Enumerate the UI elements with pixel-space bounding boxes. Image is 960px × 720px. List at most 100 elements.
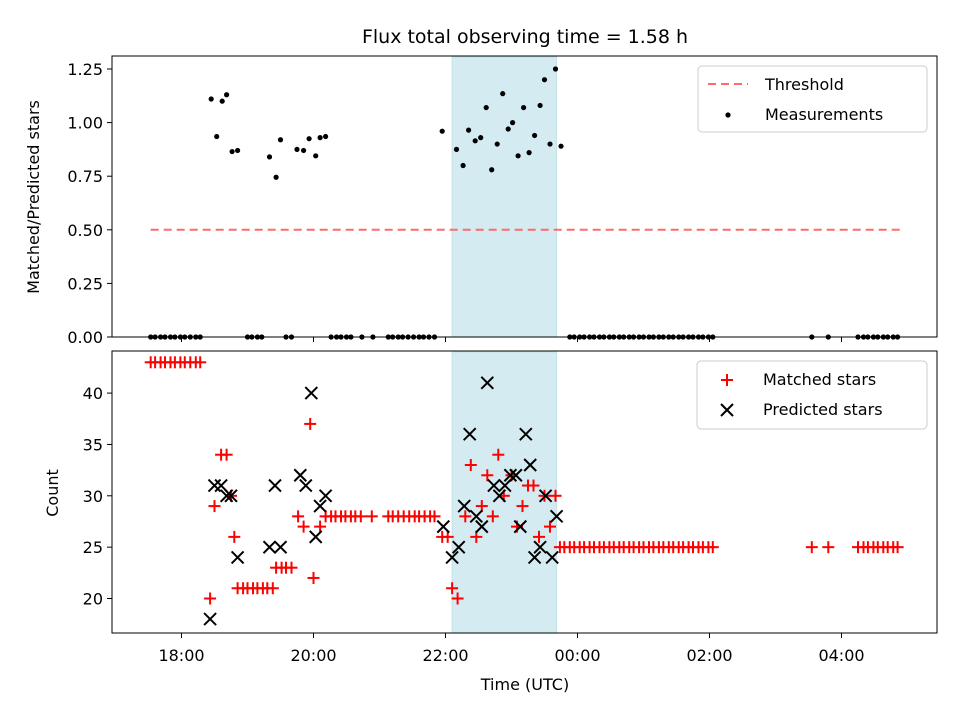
x-stroke-b	[545, 550, 559, 565]
matched-star-point	[492, 448, 505, 461]
matched-star-point	[706, 541, 719, 554]
measurement-point	[214, 133, 220, 140]
measurement-point	[489, 167, 495, 173]
x-stroke-b	[549, 509, 564, 524]
bottom-panel: 20 25 30 35 40 18:00 20:00 22:00 00:00 02:00 04:0…	[43, 350, 938, 694]
x-axis-label: Time (UTC)	[480, 675, 569, 694]
y-tick-label: 0.25	[67, 274, 103, 293]
measurement-point	[273, 174, 279, 180]
matched-star-point	[891, 541, 904, 554]
measurement-points	[148, 66, 901, 340]
matched-star-point	[533, 530, 545, 543]
legend-measurements-swatch	[725, 112, 731, 118]
bottom-y-axis-label: Count	[43, 469, 62, 517]
x-tick-label: 04:00	[818, 646, 864, 665]
predicted-star-point	[523, 458, 537, 472]
measurement-point	[266, 154, 273, 160]
measurement-point	[313, 153, 319, 159]
predicted-star-point	[519, 427, 533, 441]
matched-star-point	[292, 510, 305, 523]
matched-star-point	[354, 510, 367, 523]
x-stroke-b	[519, 427, 533, 441]
measurement-point	[301, 147, 307, 154]
top-legend-box	[697, 65, 928, 133]
bottom-legend-box	[696, 360, 928, 430]
predicted-star-point	[318, 489, 333, 503]
x-stroke-b	[230, 550, 245, 565]
matched-star-point	[228, 530, 241, 543]
x-stroke-b	[498, 478, 512, 493]
measurement-point	[224, 92, 230, 98]
x-stroke-b	[219, 489, 234, 503]
matched-star-point	[266, 582, 279, 595]
predicted-star-point	[457, 499, 471, 513]
predicted-star-point	[533, 540, 547, 554]
predicted-star-point	[509, 468, 523, 482]
x-tick-label: 22:00	[422, 646, 468, 665]
matched-star-point	[314, 520, 327, 533]
measurement-point	[515, 153, 521, 159]
y-tick-label: 20	[83, 590, 103, 609]
measurement-point	[552, 66, 559, 72]
top-legend: Threshold Measurements	[697, 65, 928, 133]
matched-star-point	[208, 500, 221, 513]
matched-star-point	[220, 448, 233, 461]
matched-star-point	[549, 489, 562, 502]
matched-star-point	[307, 571, 320, 584]
y-tick-label: 0.50	[67, 221, 103, 240]
predicted-star-point	[293, 468, 308, 482]
predicted-star-point	[268, 478, 282, 493]
top-axes-frame	[111, 55, 938, 338]
x-tick-label: 18:00	[158, 646, 204, 665]
predicted-star-point	[445, 550, 459, 565]
measurement-point	[532, 132, 538, 139]
measurement-point	[541, 77, 548, 83]
x-stroke-b	[313, 499, 327, 513]
y-tick-label: 1.25	[67, 60, 103, 79]
predicted-star-point	[513, 519, 528, 534]
matched-star-point	[822, 541, 835, 554]
predicted-star-point	[299, 478, 313, 493]
measurement-point	[472, 138, 478, 144]
measurement-point	[235, 147, 241, 154]
measurement-point	[500, 91, 506, 97]
matched-star-point	[451, 592, 464, 605]
measurement-point	[537, 102, 543, 109]
x-stroke-b	[487, 478, 501, 493]
y-tick-label: 1.00	[67, 114, 103, 133]
x-stroke-b	[462, 427, 477, 441]
x-stroke-b	[523, 458, 537, 472]
x-stroke-b	[509, 468, 523, 482]
measurement-point	[526, 150, 532, 156]
measurement-point	[478, 135, 484, 141]
predicted-star-point	[475, 519, 489, 534]
measurement-point	[494, 141, 500, 147]
matched-star-point	[527, 479, 540, 492]
matched-star-point	[459, 510, 472, 523]
legend-measurements-label: Measurements	[765, 105, 883, 124]
matched-star-point	[194, 356, 207, 369]
predicted-star-point	[219, 489, 234, 503]
y-tick-label: 30	[83, 487, 103, 506]
x-stroke-b	[475, 519, 489, 534]
y-tick-label: 0.00	[67, 328, 103, 347]
x-stroke-b	[203, 612, 217, 626]
measurement-point	[219, 98, 225, 104]
x-stroke-b	[445, 550, 459, 565]
x-stroke-b	[268, 478, 282, 493]
bottom-axes-frame	[111, 350, 938, 634]
matched-star-point	[285, 561, 298, 574]
x-tick-label: 00:00	[554, 646, 600, 665]
predicted-star-point	[451, 540, 466, 554]
legend-matched-label: Matched stars	[763, 370, 876, 389]
x-stroke-b	[451, 540, 466, 554]
measurement-point	[547, 141, 553, 147]
predicted-star-point	[308, 530, 323, 544]
legend-predicted-label: Predicted stars	[763, 400, 883, 419]
predicted-star-point	[436, 519, 451, 534]
matched-star-point	[446, 582, 459, 595]
matched-star-point	[304, 417, 317, 430]
measurement-point	[439, 128, 445, 134]
chart-title: Flux total observing time = 1.58 h	[362, 26, 688, 48]
